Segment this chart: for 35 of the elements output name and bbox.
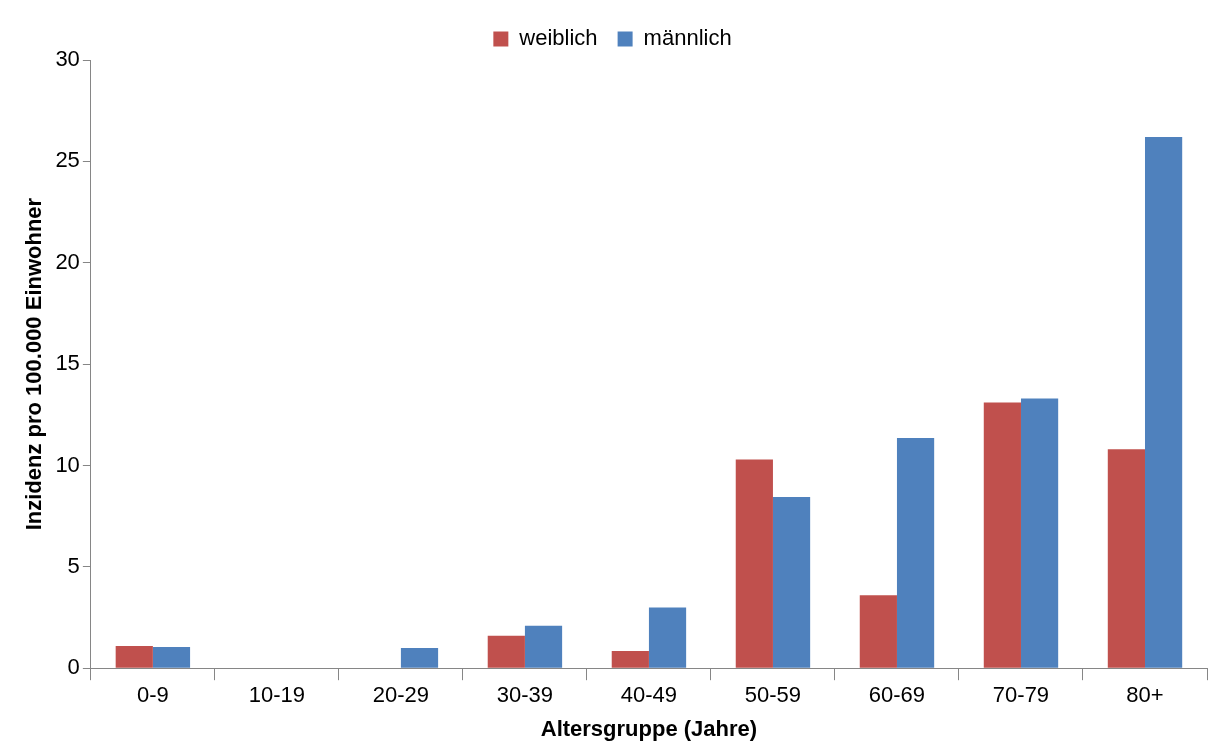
bar (400, 647, 439, 668)
bar (772, 496, 811, 668)
x-tick-label: 10-19 (248, 682, 306, 708)
x-tick-label: 50-59 (744, 682, 802, 708)
bar (152, 646, 191, 668)
y-tick-label: 30 (55, 46, 80, 72)
x-tick-label: 20-29 (372, 682, 430, 708)
bar (487, 635, 525, 668)
bar (648, 607, 687, 668)
bar (1020, 398, 1059, 668)
bar (859, 595, 897, 668)
legend-label: weiblich (518, 25, 598, 51)
x-tick-label: 80+ (1126, 682, 1164, 708)
y-tick-label: 15 (55, 350, 80, 376)
bar (1144, 137, 1183, 668)
x-tick-label: 30-39 (496, 682, 554, 708)
x-axis-title: Altersgruppe (Jahre) (540, 715, 758, 741)
bar (1107, 449, 1145, 668)
bar (524, 625, 563, 668)
x-tick-label: 70-79 (992, 682, 1050, 708)
bar (983, 402, 1021, 668)
bar (735, 459, 773, 668)
x-tick-label: 60-69 (868, 682, 926, 708)
y-tick-label: 0 (67, 654, 80, 680)
y-tick-label: 20 (55, 248, 80, 274)
y-axis-title: Inzidenz pro 100.000 Einwohner (21, 197, 47, 531)
x-tick-label: 40-49 (620, 682, 678, 708)
y-tick-label: 10 (55, 451, 80, 477)
bar (611, 650, 649, 668)
legend-label: männlich (643, 25, 732, 51)
bar (896, 438, 935, 668)
y-tick-label: 5 (67, 552, 80, 578)
bar (115, 645, 153, 668)
x-tick-label: 0-9 (136, 682, 169, 708)
y-tick-label: 25 (55, 147, 80, 173)
